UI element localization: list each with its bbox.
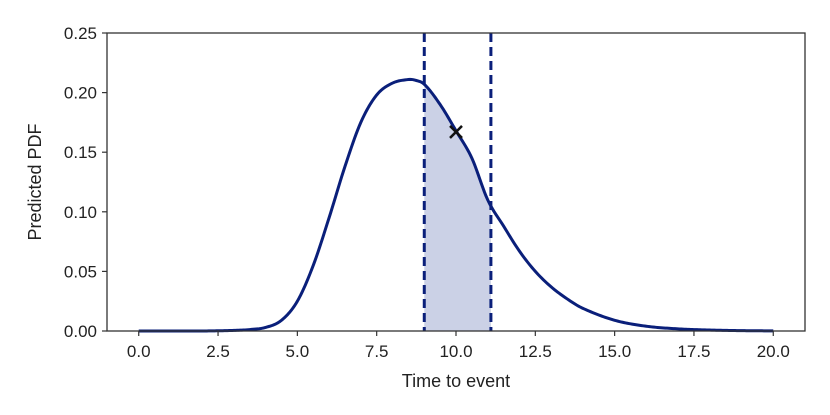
y-axis-label: Predicted PDF [25, 123, 45, 240]
y-tick-label: 0.15 [64, 143, 97, 162]
y-tick-label: 0.00 [64, 322, 97, 341]
true-event-x-marker [449, 125, 463, 139]
x-tick-label: 10.0 [439, 342, 472, 361]
y-tick-label: 0.10 [64, 203, 97, 222]
x-axis-ticks: 0.0 2.5 5.0 7.5 10.0 12.5 15.0 17.5 20.0 [127, 331, 790, 361]
x-tick-label: 7.5 [365, 342, 389, 361]
x-tick-label: 2.5 [206, 342, 230, 361]
y-tick-label: 0.25 [64, 24, 97, 43]
x-tick-label: 20.0 [757, 342, 790, 361]
y-tick-label: 0.20 [64, 84, 97, 103]
x-tick-label: 15.0 [598, 342, 631, 361]
y-axis-ticks: 0.00 0.05 0.10 0.15 0.20 0.25 [64, 24, 107, 341]
interval-shaded-area [424, 84, 491, 331]
y-tick-label: 0.05 [64, 262, 97, 281]
x-tick-label: 0.0 [127, 342, 151, 361]
x-tick-label: 17.5 [677, 342, 710, 361]
interval-shade-layer [424, 84, 491, 331]
x-tick-label: 12.5 [519, 342, 552, 361]
x-tick-label: 5.0 [286, 342, 310, 361]
true-event-marker-layer [449, 125, 463, 139]
x-axis-label: Time to event [402, 371, 510, 391]
